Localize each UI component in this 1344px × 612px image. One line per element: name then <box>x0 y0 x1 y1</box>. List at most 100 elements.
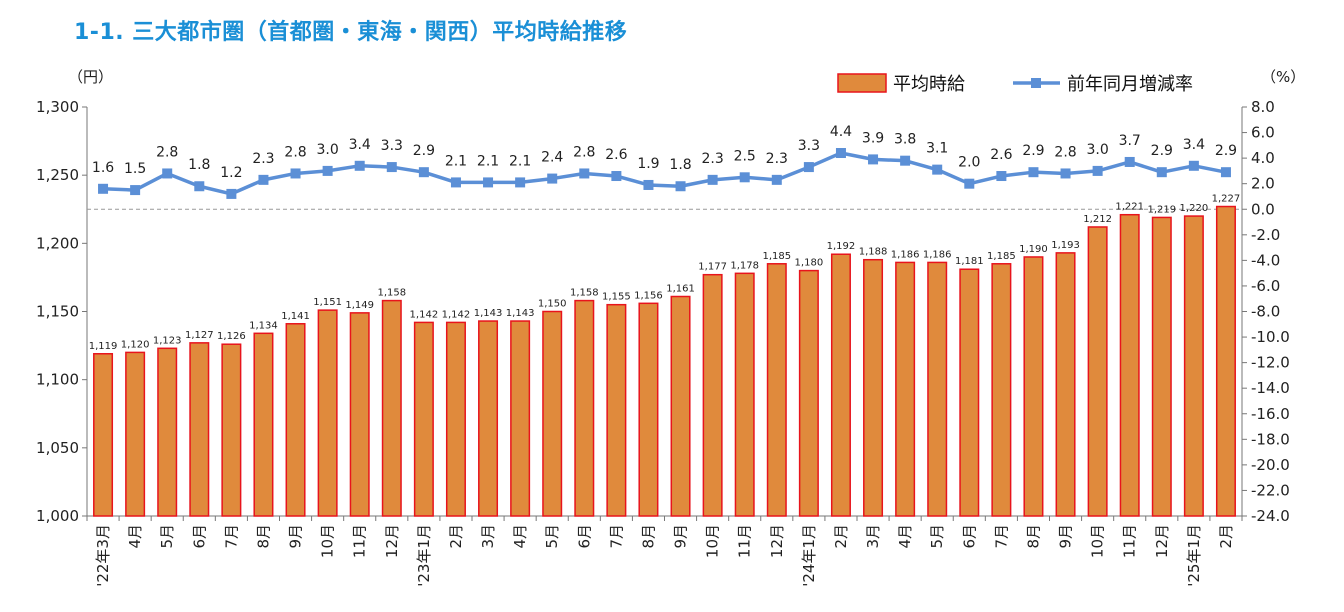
bar-value-label: 1,126 <box>217 331 246 342</box>
rate-point <box>932 164 943 175</box>
right-tick-label: -4.0 <box>1251 251 1280 269</box>
rate-value-label: 3.3 <box>798 138 820 154</box>
right-tick-label: 2.0 <box>1251 175 1275 193</box>
rate-point <box>707 174 718 185</box>
legend-label-bar: 平均時給 <box>893 74 965 95</box>
bar <box>798 269 819 517</box>
rate-point <box>1124 156 1135 167</box>
x-tick-label: 7月 <box>222 524 240 549</box>
left-tick-label: 1,300 <box>36 98 79 116</box>
bar <box>93 353 114 517</box>
right-tick-label: -10.0 <box>1251 328 1290 346</box>
x-tick-label: 10月 <box>319 524 337 558</box>
bar <box>478 320 499 517</box>
rate-value-label: 2.1 <box>445 153 467 169</box>
bar <box>574 299 595 517</box>
rate-point <box>450 177 461 188</box>
right-tick-label: 8.0 <box>1251 98 1275 116</box>
bar-value-label: 1,119 <box>89 341 118 352</box>
x-tick-label: 4月 <box>896 524 914 549</box>
x-tick-label: 10月 <box>1089 524 1107 558</box>
bar <box>766 263 787 517</box>
left-tick-label: 1,150 <box>36 303 79 321</box>
bar-value-label: 1,127 <box>185 330 214 341</box>
x-tick-label: 12月 <box>383 524 401 558</box>
x-tick-label: 11月 <box>736 524 754 558</box>
bar <box>381 299 402 517</box>
bar <box>670 295 691 517</box>
rate-value-label: 2.6 <box>605 147 627 163</box>
bar-value-label: 1,123 <box>153 335 182 346</box>
bar <box>317 309 338 517</box>
left-tick-label: 1,000 <box>36 507 79 525</box>
bar <box>1151 216 1172 517</box>
bar <box>1087 226 1108 517</box>
bar <box>1023 256 1044 517</box>
rate-point <box>643 179 654 190</box>
bar <box>830 253 851 517</box>
rate-value-label: 2.8 <box>284 144 306 160</box>
bar-series <box>93 205 1236 517</box>
rate-point <box>803 162 814 173</box>
rate-point <box>996 171 1007 182</box>
x-tick-label: '22年3月 <box>94 524 112 587</box>
x-tick-label: 5月 <box>928 524 946 549</box>
x-tick-label: 5月 <box>158 524 176 549</box>
rate-value-label: 2.3 <box>766 151 788 167</box>
left-tick-label: 1,050 <box>36 439 79 457</box>
rate-point <box>226 188 237 199</box>
rate-value-label: 3.0 <box>316 142 338 158</box>
rate-value-label: 2.6 <box>990 147 1012 163</box>
right-tick-label: -16.0 <box>1251 405 1290 423</box>
rate-point <box>739 172 750 183</box>
x-tick-label: 8月 <box>1024 524 1042 549</box>
right-tick-label: -8.0 <box>1251 303 1280 321</box>
rate-value-label: 2.9 <box>1151 143 1173 159</box>
rate-point <box>98 183 109 194</box>
rate-value-label: 2.3 <box>252 151 274 167</box>
left-tick-label: 1,200 <box>36 234 79 252</box>
bar <box>413 321 434 517</box>
rate-line <box>102 151 1227 196</box>
bar <box>510 320 531 517</box>
right-tick-label: -6.0 <box>1251 277 1280 295</box>
rate-value-label: 2.9 <box>1215 143 1237 159</box>
bar <box>927 261 948 517</box>
right-tick-label: -18.0 <box>1251 430 1290 448</box>
left-tick-label: 1,100 <box>36 371 79 389</box>
bar <box>638 302 659 517</box>
rate-value-label: 3.8 <box>894 132 916 148</box>
x-tick-label: '23年1月 <box>415 524 433 587</box>
bar <box>285 323 306 517</box>
bar-value-label: 1,158 <box>377 288 406 299</box>
right-axis-unit: （%） <box>1261 68 1305 86</box>
rate-point <box>1220 167 1231 178</box>
rate-point <box>386 162 397 173</box>
x-tick-label: 2月 <box>832 524 850 549</box>
bar-value-label: 1,193 <box>1051 240 1080 251</box>
bar <box>895 261 916 517</box>
x-tick-label: 8月 <box>639 524 657 549</box>
bar <box>1055 252 1076 517</box>
right-tick-label: -2.0 <box>1251 226 1280 244</box>
rate-point <box>611 171 622 182</box>
rate-value-label: 2.1 <box>509 153 531 169</box>
rate-value-label: 3.3 <box>381 138 403 154</box>
right-tick-label: -22.0 <box>1251 481 1290 499</box>
bar <box>734 272 755 517</box>
bar <box>125 351 146 517</box>
rate-value-label: 3.4 <box>1183 137 1205 153</box>
chart-title: 1-1. 三大都市圏（首都圏・東海・関西）平均時給推移 <box>74 20 628 45</box>
bar-value-label: 1,185 <box>762 251 791 262</box>
legend-swatch-bar <box>837 73 887 93</box>
rate-value-label: 2.4 <box>541 150 563 166</box>
rate-value-label: 1.5 <box>124 161 146 177</box>
right-tick-label: -24.0 <box>1251 507 1290 525</box>
x-tick-label: 4月 <box>511 524 529 549</box>
bar-value-label: 1,180 <box>795 258 824 269</box>
rate-value-label: 3.0 <box>1086 142 1108 158</box>
left-axis-unit: （円） <box>68 68 113 86</box>
rate-point <box>483 177 494 188</box>
bar <box>1119 213 1140 517</box>
